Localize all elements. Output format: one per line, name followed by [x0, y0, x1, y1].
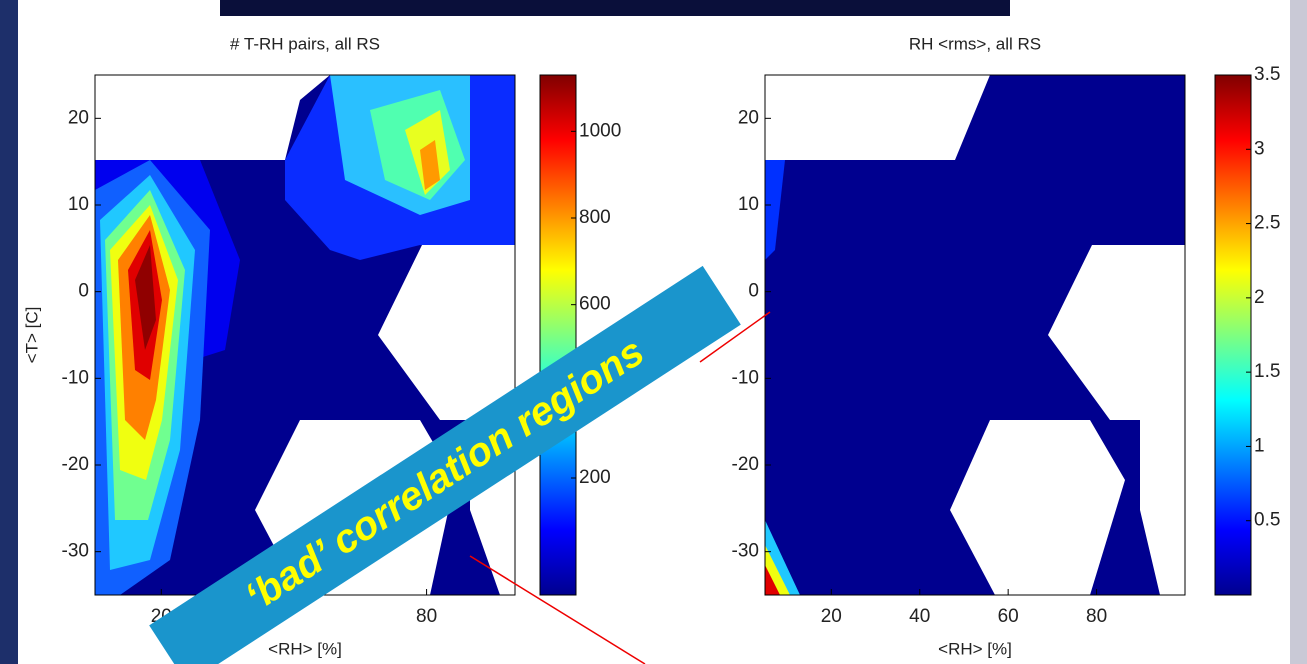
colorbar-tick-label: 600 — [579, 294, 611, 315]
colorbar-tick-label: 800 — [579, 207, 611, 228]
y-tick-label: -20 — [732, 454, 759, 475]
colorbar — [540, 75, 576, 595]
x-tick-label: 40 — [909, 606, 930, 627]
colorbar-tick-label: 200 — [579, 467, 611, 488]
x-tick-label: 60 — [998, 606, 1019, 627]
y-tick-label: -30 — [732, 541, 759, 562]
colorbar-tick-label: 2.5 — [1254, 213, 1280, 234]
contour-left — [95, 75, 515, 595]
colorbar — [1215, 75, 1251, 595]
x-axis-label: <RH> [%] — [268, 639, 342, 658]
right-edge — [1290, 0, 1307, 664]
colorbar-tick-label: 2 — [1254, 287, 1265, 308]
y-tick-label: 0 — [78, 281, 89, 302]
x-tick-label: 80 — [1086, 606, 1107, 627]
y-tick-label: -30 — [62, 541, 89, 562]
x-tick-label: 80 — [416, 606, 437, 627]
chart-title: RH <rms>, all RS — [909, 34, 1041, 53]
y-tick-label: 20 — [738, 107, 759, 128]
top-bar — [220, 0, 1010, 16]
y-tick-label: -10 — [62, 367, 89, 388]
chart-title: # T-RH pairs, all RS — [230, 34, 380, 53]
x-axis-label: <RH> [%] — [938, 639, 1012, 658]
slide: # T-RH pairs, all RS20408020100-10-20-30… — [0, 0, 1307, 664]
y-tick-label: 20 — [68, 107, 89, 128]
y-axis-label: <T> [C] — [22, 307, 41, 364]
y-tick-label: 0 — [748, 281, 759, 302]
contour-right — [765, 75, 1185, 595]
left-edge — [0, 0, 18, 664]
colorbar-tick-label: 3 — [1254, 138, 1265, 159]
y-tick-label: 10 — [738, 194, 759, 215]
colorbar-tick-label: 1000 — [579, 120, 621, 141]
y-tick-label: 10 — [68, 194, 89, 215]
colorbar-tick-label: 0.5 — [1254, 510, 1280, 531]
x-tick-label: 20 — [821, 606, 842, 627]
y-tick-label: -20 — [62, 454, 89, 475]
colorbar-tick-label: 1.5 — [1254, 361, 1280, 382]
colorbar-tick-label: 1 — [1254, 435, 1265, 456]
y-tick-label: -10 — [732, 367, 759, 388]
colorbar-tick-label: 3.5 — [1254, 64, 1280, 85]
